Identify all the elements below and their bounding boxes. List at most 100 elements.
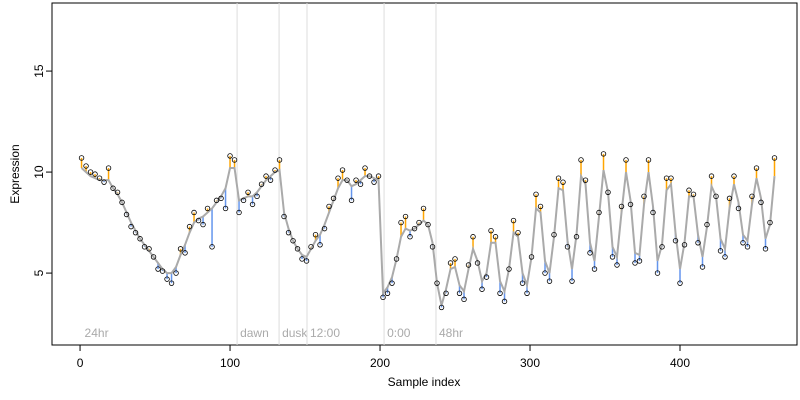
data-point	[672, 238, 679, 244]
data-point	[740, 240, 746, 246]
data-point	[645, 157, 652, 163]
data-point	[132, 229, 139, 236]
data-point	[510, 217, 517, 224]
data-point	[159, 268, 166, 274]
data-point	[744, 244, 751, 250]
data-point	[254, 193, 260, 200]
data-point	[173, 270, 179, 276]
data-point	[713, 193, 719, 200]
data-point	[717, 248, 724, 254]
data-point	[209, 244, 215, 250]
data-point	[308, 244, 314, 250]
data-point	[402, 213, 409, 220]
data-point	[281, 213, 287, 220]
data-point	[177, 246, 184, 252]
data-point	[366, 173, 373, 179]
data-point	[708, 173, 715, 179]
data-point	[677, 280, 683, 286]
data-point	[321, 225, 328, 232]
data-point	[236, 209, 242, 216]
data-point	[119, 199, 125, 206]
data-point	[249, 201, 256, 208]
data-point	[83, 163, 89, 169]
data-point	[524, 290, 530, 296]
data-point	[560, 179, 566, 185]
data-point	[767, 219, 773, 226]
data-point	[348, 197, 355, 204]
data-point	[479, 286, 485, 292]
data-point	[533, 191, 539, 198]
data-point	[731, 173, 737, 179]
data-point	[438, 304, 445, 311]
data-point	[276, 157, 283, 163]
data-point	[267, 177, 274, 183]
data-point	[429, 244, 436, 250]
data-point	[384, 290, 391, 296]
data-point	[546, 278, 553, 284]
data-point	[146, 246, 152, 252]
data-point	[191, 209, 197, 216]
data-point	[654, 270, 661, 276]
data-point	[528, 254, 535, 260]
data-point	[686, 187, 692, 193]
data-point	[92, 171, 98, 177]
data-point	[555, 175, 562, 181]
data-point	[141, 244, 148, 250]
x-tick-label: 400	[670, 356, 690, 370]
marker-label: 24hr	[85, 326, 109, 340]
data-point	[501, 298, 508, 305]
data-point	[699, 264, 706, 270]
data-point	[497, 290, 503, 296]
data-point	[605, 189, 611, 195]
data-point	[110, 185, 116, 191]
data-point	[285, 229, 292, 236]
data-point	[245, 189, 251, 195]
data-point	[609, 254, 616, 260]
data-point	[380, 294, 386, 301]
data-point	[641, 193, 647, 200]
data-point	[488, 227, 494, 234]
data-point	[650, 209, 656, 216]
data-point	[339, 167, 346, 173]
data-point	[587, 250, 593, 256]
marker-label: 48hr	[439, 326, 463, 340]
data-point	[447, 260, 454, 266]
data-point	[78, 155, 85, 161]
data-point	[483, 274, 490, 280]
data-point	[452, 256, 458, 262]
data-point	[87, 169, 94, 175]
data-point	[294, 246, 301, 252]
data-point	[222, 205, 229, 212]
data-point	[659, 244, 665, 250]
data-point	[600, 151, 607, 157]
data-point	[578, 157, 584, 163]
data-point	[726, 195, 733, 202]
x-tick-label: 100	[220, 356, 240, 370]
x-tick-label: 0	[77, 356, 84, 370]
data-point	[375, 173, 382, 179]
data-point	[470, 234, 476, 240]
data-point	[168, 280, 175, 286]
data-point	[123, 211, 130, 218]
data-point	[735, 205, 742, 212]
data-point	[704, 221, 710, 228]
data-point	[353, 177, 359, 183]
data-point	[362, 165, 368, 171]
data-point	[425, 221, 431, 228]
data-point	[416, 219, 422, 226]
data-point	[317, 242, 323, 248]
marker-label: 0:00	[387, 326, 411, 340]
x-tick-label: 300	[520, 356, 540, 370]
data-point	[569, 278, 575, 284]
data-point	[515, 229, 521, 236]
data-point	[465, 262, 472, 268]
marker-label: dusk	[282, 326, 308, 340]
data-point	[303, 258, 310, 264]
fitted-line	[80, 167, 776, 306]
data-point	[186, 223, 193, 230]
data-point	[542, 270, 548, 276]
marker-label: 12:00	[310, 326, 340, 340]
data-point	[573, 234, 580, 240]
data-point	[218, 195, 224, 202]
